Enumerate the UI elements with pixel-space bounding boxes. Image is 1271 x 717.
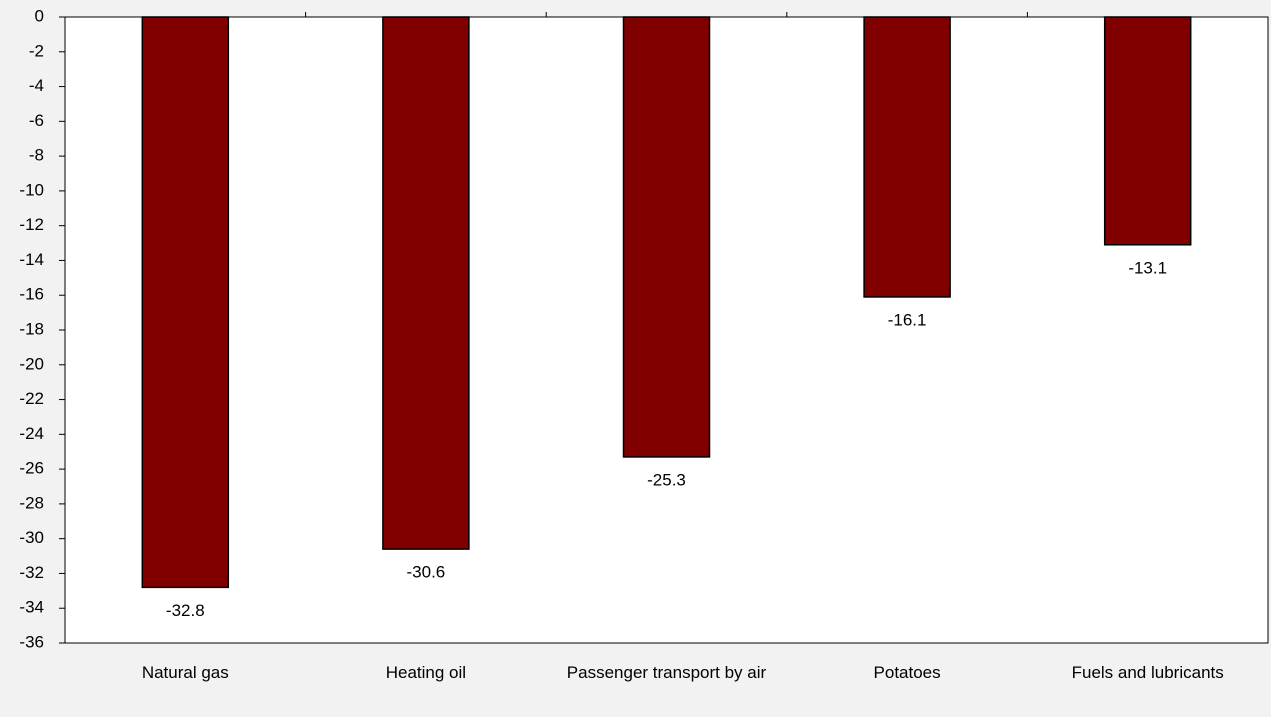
- x-tick-label: Heating oil: [385, 663, 467, 682]
- y-tick-label: -28: [19, 493, 44, 512]
- y-tick-label: -34: [19, 598, 44, 617]
- value-label: -16.1: [888, 310, 927, 329]
- y-tick-label: -22: [19, 389, 44, 408]
- y-tick-label: -24: [19, 424, 44, 443]
- y-tick-label: -10: [19, 180, 44, 199]
- x-tick-label: Natural gas: [141, 663, 229, 682]
- x-tick-label: Passenger transport by air: [566, 663, 767, 682]
- bar: [622, 16, 711, 458]
- y-tick-label: -20: [19, 354, 44, 373]
- x-tick-label: Fuels and lubricants: [1071, 663, 1224, 682]
- y-tick-label: -32: [19, 563, 44, 582]
- value-label: -32.8: [166, 601, 205, 620]
- value-label: -25.3: [647, 470, 686, 489]
- y-tick-label: -16: [19, 285, 44, 304]
- value-label: -30.6: [407, 563, 446, 582]
- bar: [863, 16, 951, 298]
- y-tick-label: -6: [29, 111, 44, 130]
- value-label: -13.1: [1128, 258, 1167, 277]
- y-tick-label: -2: [29, 41, 44, 60]
- plot-border: [64, 16, 1269, 644]
- bar: [1103, 16, 1192, 246]
- y-tick-label: -12: [19, 215, 44, 234]
- y-tick-label: -30: [19, 528, 44, 547]
- bar: [382, 16, 470, 550]
- y-tick-label: -26: [19, 459, 44, 478]
- y-tick-label: -18: [19, 319, 44, 338]
- y-tick-label: -4: [29, 76, 44, 95]
- y-tick-label: -14: [19, 250, 44, 269]
- y-tick-label: -8: [29, 146, 44, 165]
- y-tick-label: -36: [19, 632, 44, 651]
- y-tick-label: 0: [35, 6, 44, 25]
- x-tick-label: Potatoes: [873, 663, 941, 682]
- bar: [141, 16, 230, 589]
